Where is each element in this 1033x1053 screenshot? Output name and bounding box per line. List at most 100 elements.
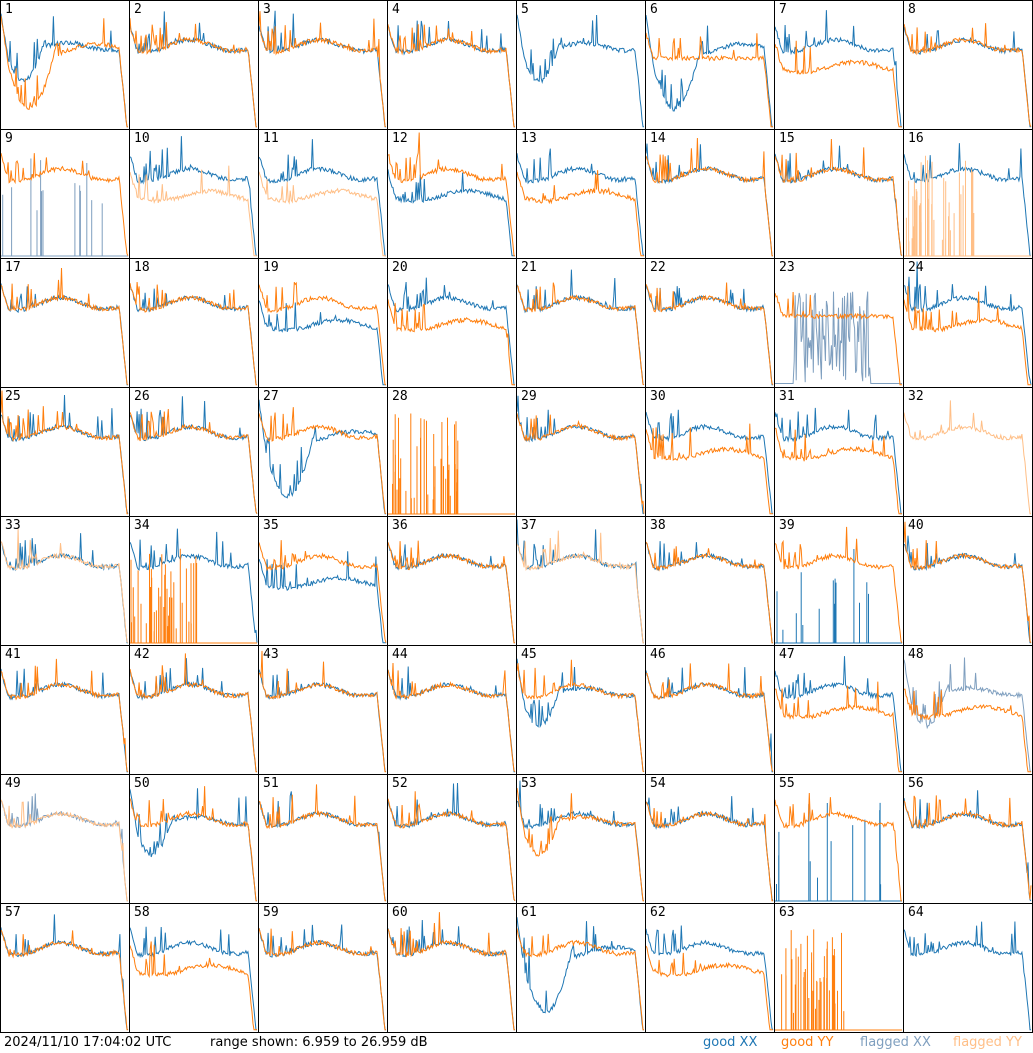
panel-6-yy-series: [646, 32, 773, 128]
legend-good-xx: good XX: [703, 1035, 758, 1050]
panel-34: 34: [129, 516, 259, 646]
panel-64: 64: [903, 903, 1033, 1033]
panel-17-plot: [1, 267, 129, 386]
panel-8-yy-series: [904, 23, 1032, 127]
panel-number: 36: [392, 518, 408, 533]
panel-62-xx-series: [646, 925, 774, 1031]
panel-10-xx-series: [130, 136, 258, 257]
panel-number: 59: [263, 905, 279, 920]
panel-30-xx-series: [646, 409, 774, 515]
panel-30: 30: [645, 387, 775, 517]
panel-2-plot: [130, 11, 257, 128]
panel-49-xx-series: [1, 793, 128, 902]
panel-14: 14: [645, 129, 775, 259]
panel-9-yy-series: [1, 152, 129, 256]
panel-15: 15: [774, 129, 904, 259]
panel-number: 34: [134, 518, 150, 533]
panel-13: 13: [516, 129, 646, 259]
panel-64-xx-series: [904, 921, 1031, 1031]
panel-40-xx-series: [904, 535, 1031, 644]
panel-35: 35: [258, 516, 388, 646]
panel-52-plot: [388, 782, 516, 902]
panel-number: 45: [521, 647, 537, 662]
panel-1-xx-series: [1, 13, 128, 128]
panel-number: 1: [5, 2, 13, 17]
panel-61-xx-series: [517, 917, 644, 1031]
panel-46-plot: [646, 663, 774, 773]
panel-54-xx-series: [646, 796, 774, 901]
panel-34-plot: [130, 528, 258, 644]
panel-7: 7: [774, 0, 904, 130]
panel-number: 6: [650, 2, 658, 17]
panel-number: 55: [779, 776, 795, 791]
panel-40-yy-series: [904, 521, 1032, 643]
panel-41-plot: [1, 658, 129, 773]
panel-36: 36: [387, 516, 517, 646]
panel-18-plot: [130, 281, 258, 386]
panel-31: 31: [774, 387, 904, 517]
panel-3-xx-series: [259, 10, 386, 128]
panel-59-xx-series: [259, 924, 386, 1031]
panel-63: 63: [774, 903, 904, 1033]
panel-33: 33: [0, 516, 130, 646]
panel-51-plot: [259, 784, 387, 902]
panel-10-plot: [130, 136, 258, 257]
panel-48-xx-series: [904, 657, 1032, 773]
panel-52-yy-series: [388, 791, 516, 901]
legend-good-yy: good YY: [781, 1035, 834, 1050]
panel-18-yy-series: [130, 281, 257, 386]
panel-14-plot: [646, 137, 773, 257]
panel-number: 18: [134, 260, 150, 275]
panel-37-xx-series: [517, 519, 644, 644]
panel-29-xx-series: [517, 395, 645, 515]
panel-20-xx-series: [388, 277, 515, 386]
panel-33-yy-series: [1, 529, 129, 644]
panel-27-xx-series: [259, 399, 386, 515]
panel-35-xx-series: [259, 551, 386, 644]
panel-25-yy-series: [1, 390, 128, 515]
panel-3-plot: [259, 10, 387, 128]
panel-64-plot: [904, 921, 1031, 1031]
panel-45: 45: [516, 645, 646, 775]
panel-6-xx-series: [646, 15, 773, 128]
panel-22-plot: [646, 282, 774, 386]
panel-23: 23: [774, 258, 904, 388]
panel-26-plot: [130, 396, 258, 514]
panel-53-xx-series: [517, 780, 645, 902]
panel-3: 3: [258, 0, 388, 130]
panel-29-plot: [517, 395, 645, 515]
panel-number: 25: [5, 389, 21, 404]
panel-39-plot: [775, 526, 903, 644]
panel-54-plot: [646, 796, 774, 902]
footer: 2024/11/10 17:04:02 UTC range shown: 6.9…: [0, 1033, 1033, 1053]
panel-51-yy-series: [259, 784, 386, 902]
panel-31-xx-series: [775, 407, 902, 515]
panel-59-plot: [259, 924, 386, 1031]
panel-26-yy-series: [130, 408, 258, 514]
panel-57-xx-series: [1, 914, 129, 1031]
panel-60-xx-series: [388, 919, 515, 1031]
panel-19-plot: [259, 281, 387, 386]
panel-60: 60: [387, 903, 517, 1033]
panel-50-plot: [130, 786, 257, 902]
panel-14-yy-series: [646, 137, 773, 257]
range-text: range shown: 6.959 to 26.959 dB: [210, 1035, 428, 1050]
panel-13-yy-series: [517, 170, 644, 257]
panel-number: 48: [908, 647, 924, 662]
panel-56-yy-series: [904, 795, 1032, 900]
panel-30-yy-series: [646, 423, 773, 515]
panel-19: 19: [258, 258, 388, 388]
panel-30-plot: [646, 409, 774, 515]
panel-56-plot: [904, 790, 1032, 902]
panel-52-xx-series: [388, 782, 516, 902]
panel-26: 26: [129, 387, 259, 517]
panel-6-plot: [646, 15, 773, 128]
panel-52: 52: [387, 774, 517, 904]
panel-number: 49: [5, 776, 21, 791]
panel-47-xx-series: [775, 656, 903, 773]
panel-16: 16: [903, 129, 1033, 259]
panel-20-plot: [388, 277, 515, 386]
panel-32-plot: [904, 400, 1031, 515]
panel-37: 37: [516, 516, 646, 646]
panel-9-xx-series: [1, 158, 128, 257]
